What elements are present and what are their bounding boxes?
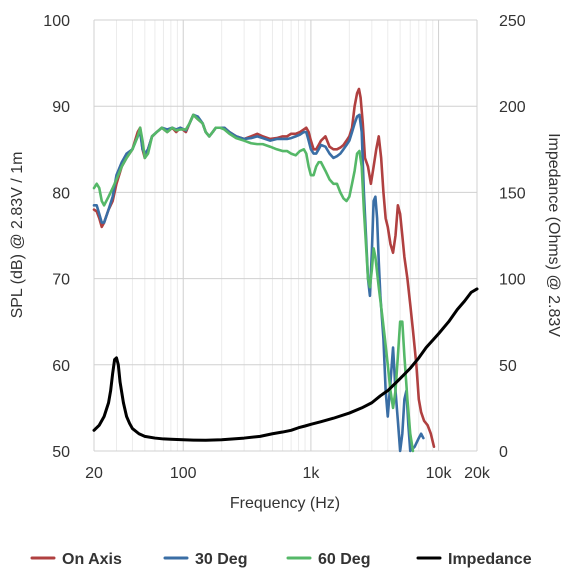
x-tick-label: 20	[85, 465, 103, 482]
legend-label: Impedance	[448, 551, 532, 568]
legend-label: On Axis	[62, 551, 122, 568]
y-right-tick-label: 0	[499, 444, 508, 461]
y-axis-right-title: Impedance (Ohms) @ 2.83V	[545, 133, 562, 337]
y-right-tick-label: 100	[499, 272, 526, 289]
y-left-tick-label: 80	[52, 185, 70, 202]
y-right-tick-label: 200	[499, 99, 526, 116]
y-right-tick-label: 150	[499, 185, 526, 202]
legend-label: 60 Deg	[318, 551, 370, 568]
x-tick-label: 1k	[302, 465, 320, 482]
x-tick-label: 10k	[426, 465, 453, 482]
x-tick-label: 100	[170, 465, 197, 482]
y-left-tick-label: 90	[52, 99, 70, 116]
y-axis-left-title: SPL (dB) @ 2.83V / 1m	[9, 152, 26, 319]
y-left-tick-label: 70	[52, 272, 70, 289]
series-lines	[92, 87, 479, 453]
y-right-tick-label: 250	[499, 13, 526, 30]
major-grid	[93, 19, 478, 452]
y-right-tick-label: 50	[499, 358, 517, 375]
x-tick-label: 20k	[464, 465, 491, 482]
series-line-60-deg	[92, 113, 415, 453]
legend-label: 30 Deg	[195, 551, 247, 568]
y-left-tick-label: 60	[52, 358, 70, 375]
y-left-tick-label: 100	[43, 13, 70, 30]
series-line-impedance	[92, 287, 479, 442]
y-left-tick-label: 50	[52, 444, 70, 461]
x-axis-title: Frequency (Hz)	[230, 495, 340, 512]
tick-labels: 20 100 1k 10k 20k 50 60 70 80 90 100 0 50 100 150 200 25…	[43, 13, 526, 482]
minor-grid	[115, 20, 434, 451]
legend: On Axis 30 Deg 60 Deg Impedance	[30, 551, 532, 568]
